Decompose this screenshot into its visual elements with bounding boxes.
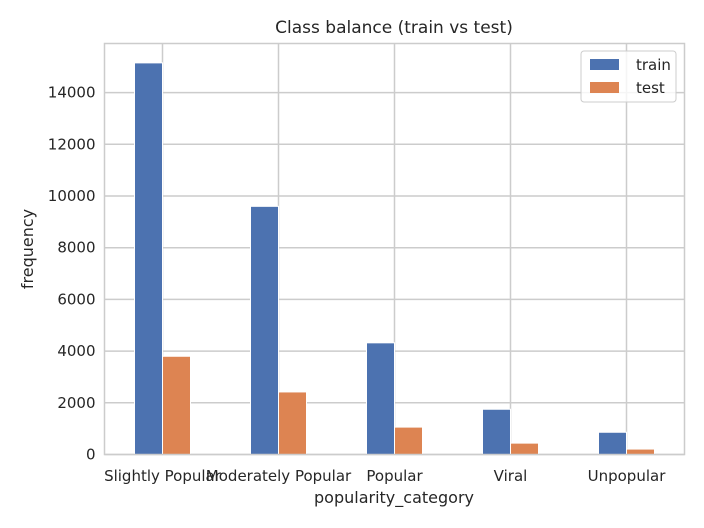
bar-train-1: [250, 205, 279, 455]
grid-layer: [104, 43, 685, 456]
y-tick-label: 0: [86, 446, 96, 464]
bars-layer: [134, 62, 655, 456]
bar-test-2: [394, 426, 423, 456]
x-tick-label: Unpopular: [588, 467, 667, 485]
x-tick-label: Slightly Popular: [104, 467, 222, 485]
legend-label-test: test: [636, 79, 665, 97]
x-tick-label: Viral: [494, 467, 528, 485]
y-tick-label: 2000: [57, 394, 95, 412]
bar-train-2: [366, 342, 395, 455]
y-tick-label: 8000: [57, 239, 95, 257]
y-tick-label: 14000: [48, 84, 96, 102]
bar-train-4: [598, 431, 627, 455]
bar-test-3: [510, 442, 539, 455]
y-tick-label: 4000: [57, 342, 95, 360]
bar-train-0: [134, 62, 163, 456]
y-ticks: 0 2000 4000 6000 8000 10000 12000 14000: [48, 84, 96, 464]
bar-test-0: [162, 355, 191, 456]
y-tick-label: 12000: [48, 135, 96, 153]
legend: train test: [580, 50, 677, 103]
bar-train-3: [482, 408, 511, 456]
x-axis-label: popularity_category: [314, 488, 474, 508]
y-axis-label: frequency: [18, 209, 37, 289]
plot-frame: [103, 42, 686, 456]
legend-label-train: train: [636, 56, 671, 74]
x-tick-label: Moderately Popular: [206, 467, 352, 485]
x-tick-label: Popular: [366, 467, 423, 485]
legend-swatch-train: [590, 59, 619, 70]
bar-test-4: [626, 448, 655, 455]
chart-title: Class balance (train vs test): [275, 18, 513, 38]
y-tick-label: 6000: [57, 290, 95, 308]
y-tick-label: 10000: [48, 187, 96, 205]
legend-swatch-test: [590, 82, 619, 93]
bar-test-1: [278, 391, 307, 455]
